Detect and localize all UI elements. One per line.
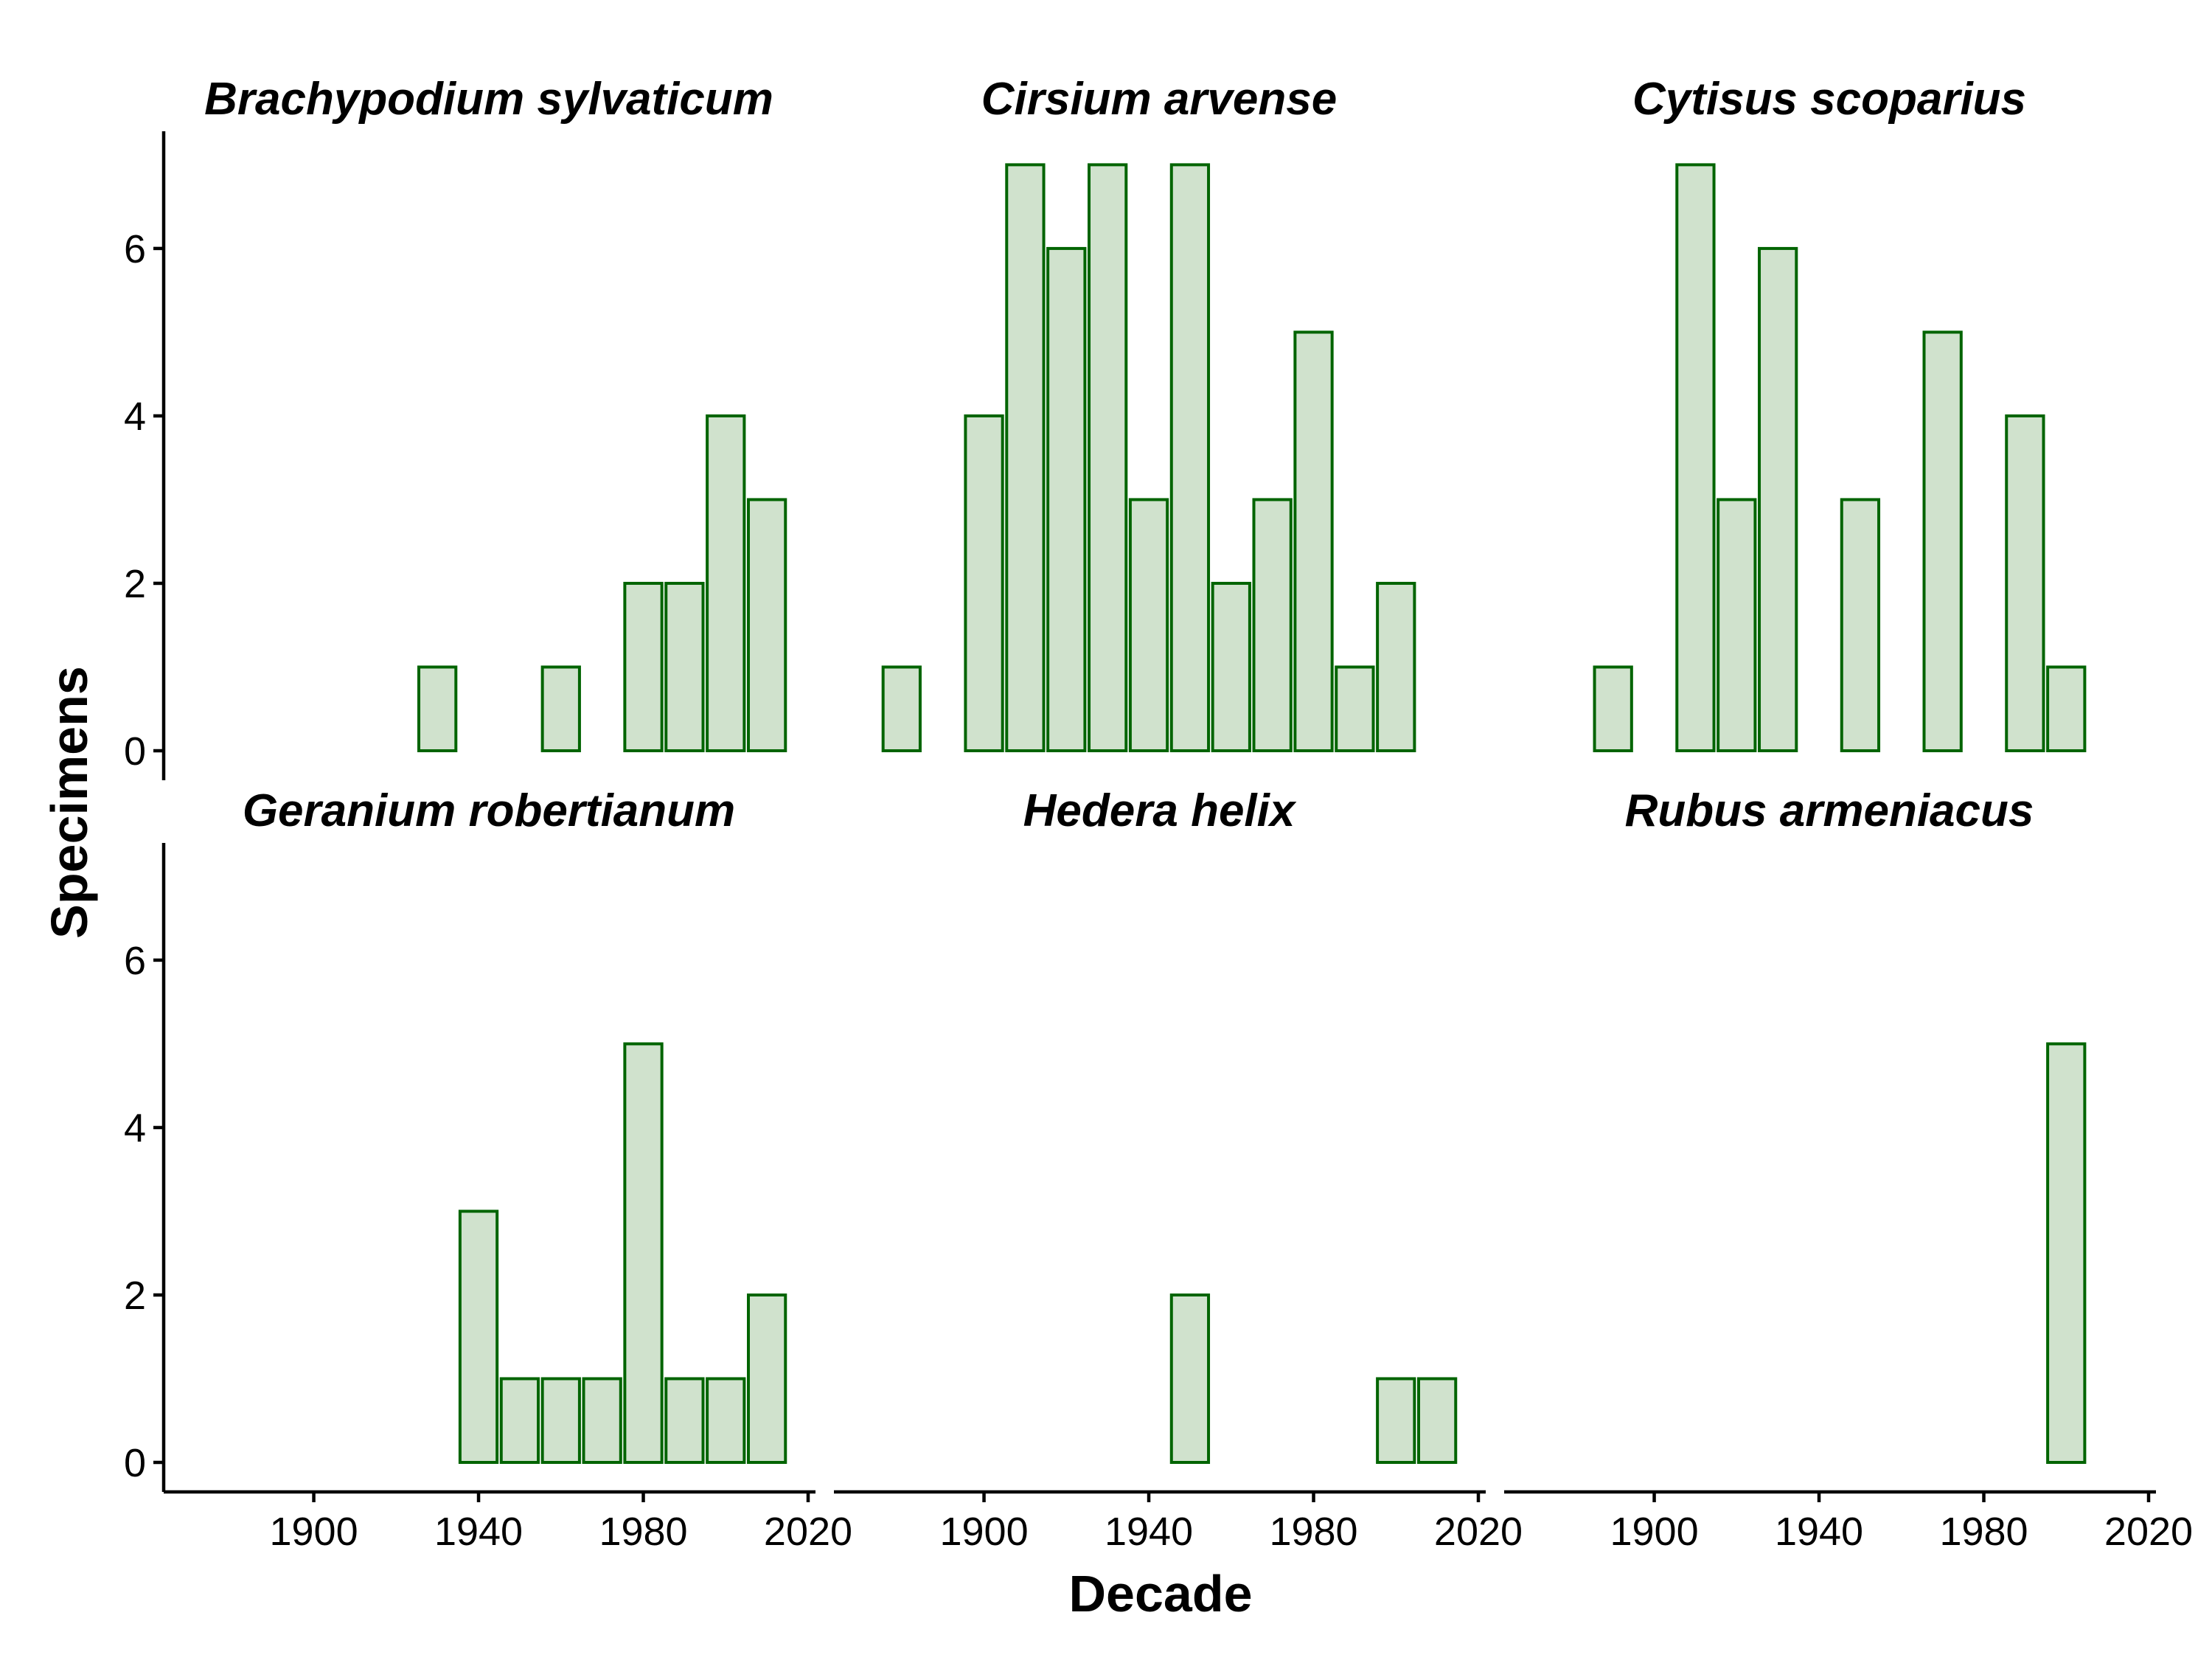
- bar: [540, 665, 581, 753]
- panel-title: Hedera helix: [1023, 785, 1297, 836]
- bar: [1416, 1377, 1458, 1464]
- y-tick-label: 0: [124, 729, 146, 774]
- panel-title: Geranium robertianum: [243, 785, 735, 836]
- y-tick-label: 6: [124, 227, 146, 271]
- facet-panel: Cirsium arvense: [881, 74, 1416, 753]
- bar: [1128, 498, 1169, 752]
- x-tick-label: 1940: [1775, 1510, 1863, 1554]
- bar: [1169, 163, 1211, 753]
- panels-layer: Brachypodium sylvaticum 0 2 4 6 Cirsium arven…: [124, 74, 2193, 1554]
- panel-title: Rubus armeniacus: [1625, 785, 2034, 836]
- y-tick-label: 2: [124, 562, 146, 606]
- bar: [964, 414, 1004, 752]
- x-tick-label: 1900: [1610, 1510, 1698, 1554]
- bar: [664, 1377, 705, 1464]
- x-tick-label: 1900: [269, 1510, 358, 1554]
- y-tick-label: 6: [124, 939, 146, 983]
- bar: [1922, 330, 1963, 752]
- bar: [623, 581, 664, 752]
- bar: [499, 1377, 540, 1464]
- x-tick-label: 1980: [1269, 1510, 1357, 1554]
- bar: [1169, 1293, 1211, 1465]
- x-tick-label: 1900: [939, 1510, 1028, 1554]
- bar: [2005, 414, 2045, 752]
- bar: [1717, 498, 1757, 752]
- bar: [746, 498, 787, 752]
- bar: [664, 581, 705, 752]
- bar: [706, 1377, 746, 1464]
- y-tick-label: 2: [124, 1274, 146, 1318]
- bar: [417, 665, 458, 753]
- bar: [746, 1293, 787, 1465]
- x-tick-label: 1980: [599, 1510, 687, 1554]
- bar: [1675, 163, 1716, 753]
- x-tick-label: 1940: [1105, 1510, 1193, 1554]
- y-axis-title: Specimens: [41, 666, 98, 939]
- bar: [1376, 1377, 1416, 1464]
- bar: [2046, 1042, 2087, 1464]
- bar: [1088, 163, 1128, 753]
- bar: [540, 1377, 581, 1464]
- bar: [2046, 665, 2087, 753]
- panel-title: Cytisus scoparius: [1632, 74, 2026, 125]
- y-tick-label: 0: [124, 1441, 146, 1485]
- panel-title: Brachypodium sylvaticum: [204, 74, 773, 125]
- bar: [1758, 246, 1798, 752]
- bar: [1046, 246, 1087, 752]
- bar: [1211, 581, 1251, 752]
- y-tick-label: 4: [124, 395, 146, 439]
- bar: [881, 665, 922, 753]
- bar: [1005, 163, 1046, 753]
- bar: [1840, 498, 1881, 752]
- x-tick-label: 1980: [1939, 1510, 2028, 1554]
- bar: [582, 1377, 622, 1464]
- bar: [1376, 581, 1416, 752]
- bar: [1293, 330, 1334, 752]
- bar: [1593, 665, 1633, 753]
- x-tick-label: 2020: [2104, 1510, 2193, 1554]
- facet-panel: Rubus armeniacus 1900 1940 1980 2020: [1504, 785, 2193, 1554]
- bar: [1335, 665, 1375, 753]
- facet-panel: Geranium robertianum 0 2 4 6 1900 1940 1980 2020: [124, 785, 852, 1554]
- facet-panel: Cytisus scoparius: [1593, 74, 2087, 753]
- bar: [623, 1042, 664, 1464]
- bar: [1252, 498, 1293, 752]
- facet-panel: Hedera helix 1900 1940 1980 2020: [834, 785, 1523, 1554]
- x-axis-title: Decade: [1068, 1565, 1252, 1622]
- bar: [458, 1209, 499, 1464]
- panel-title: Cirsium arvense: [981, 74, 1337, 125]
- bar: [706, 414, 746, 752]
- x-tick-label: 2020: [1434, 1510, 1523, 1554]
- y-tick-label: 4: [124, 1106, 146, 1150]
- x-tick-label: 2020: [764, 1510, 852, 1554]
- facet-panel: Brachypodium sylvaticum 0 2 4 6: [124, 74, 787, 780]
- x-tick-label: 1940: [434, 1510, 523, 1554]
